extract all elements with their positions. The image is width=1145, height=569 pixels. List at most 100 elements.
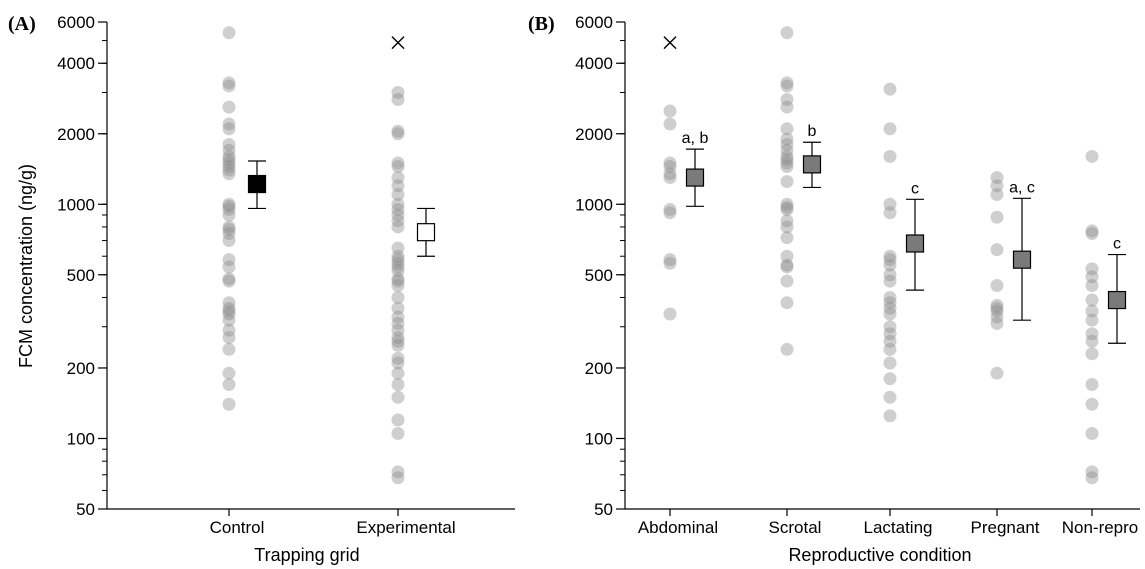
data-point — [663, 253, 677, 267]
data-point — [391, 197, 405, 211]
y-tick-label: 500 — [585, 266, 613, 285]
data-point — [780, 202, 794, 216]
data-point — [990, 210, 1004, 224]
data-point — [391, 274, 405, 288]
data-point — [780, 100, 794, 114]
panel-b-plot-area: 50 100 200 500 1000 2000 4000 6000 Abdominal a, b… — [575, 13, 1140, 537]
data-point — [883, 149, 897, 163]
data-point — [780, 175, 794, 189]
data-point — [222, 156, 236, 170]
data-point — [663, 307, 677, 321]
y-tick-label: 4000 — [57, 54, 95, 73]
data-point — [990, 366, 1004, 380]
data-point — [222, 167, 236, 181]
data-point — [883, 258, 897, 272]
data-point — [391, 471, 405, 485]
data-point — [883, 296, 897, 310]
y-tick-label: 6000 — [575, 13, 613, 32]
data-point — [883, 307, 897, 321]
data-point — [222, 323, 236, 337]
data-point — [222, 313, 236, 327]
y-tick-label: 4000 — [575, 54, 613, 73]
data-point — [780, 197, 794, 211]
data-point — [391, 256, 405, 270]
data-point — [391, 214, 405, 228]
y-tick-label: 1000 — [575, 195, 613, 214]
data-point — [222, 366, 236, 380]
data-point — [222, 149, 236, 163]
data-point — [1085, 327, 1099, 341]
data-point — [780, 296, 794, 310]
mean-marker — [416, 223, 436, 242]
data-point — [780, 342, 794, 356]
data-point — [222, 253, 236, 267]
data-point — [222, 159, 236, 173]
data-point — [391, 264, 405, 278]
data-point — [780, 214, 794, 228]
x-tick-label: Scrotal — [769, 518, 822, 537]
data-point — [883, 122, 897, 136]
data-point — [883, 197, 897, 211]
data-point — [1085, 149, 1099, 163]
data-point — [780, 200, 794, 214]
data-point — [1085, 278, 1099, 292]
data-point — [222, 79, 236, 93]
data-point — [883, 249, 897, 263]
x-tick-label: Pregnant — [971, 518, 1040, 537]
data-point — [222, 307, 236, 321]
data-point — [663, 159, 677, 173]
data-point — [222, 397, 236, 411]
y-tick-label: 50 — [76, 500, 95, 519]
data-point — [1085, 262, 1099, 276]
data-point — [222, 272, 236, 286]
data-point — [391, 127, 405, 141]
data-point — [391, 413, 405, 427]
data-point — [222, 274, 236, 288]
data-point — [883, 334, 897, 348]
data-point — [780, 76, 794, 90]
data-point — [391, 171, 405, 185]
data-point — [391, 159, 405, 173]
mean-marker — [1012, 250, 1032, 269]
data-point — [990, 243, 1004, 257]
outlier-stroke — [391, 36, 405, 50]
data-point — [663, 117, 677, 131]
outlier-marker — [391, 36, 405, 50]
data-point — [391, 334, 405, 348]
data-point — [391, 310, 405, 324]
panel-a-x-axis-title: Trapping grid — [254, 545, 359, 565]
data-point — [222, 227, 236, 241]
data-point — [391, 356, 405, 370]
data-point — [391, 338, 405, 352]
data-point — [391, 188, 405, 202]
y-tick-label: 200 — [67, 359, 95, 378]
y-tick-label: 2000 — [575, 125, 613, 144]
data-point — [222, 76, 236, 90]
y-tick-label: 100 — [585, 429, 613, 448]
data-point — [780, 26, 794, 40]
data-point — [780, 249, 794, 263]
data-point — [883, 82, 897, 96]
data-point — [391, 323, 405, 337]
y-tick-label: 2000 — [57, 125, 95, 144]
data-point — [990, 179, 1004, 193]
data-point — [883, 268, 897, 282]
data-point — [1085, 471, 1099, 485]
data-point — [222, 342, 236, 356]
data-point — [883, 342, 897, 356]
data-point — [780, 143, 794, 157]
data-point — [990, 171, 1004, 185]
data-point — [391, 351, 405, 365]
data-point — [1085, 313, 1099, 327]
mean-marker — [1107, 290, 1127, 310]
data-point — [780, 260, 794, 274]
data-point — [883, 390, 897, 404]
data-point — [391, 260, 405, 274]
data-point — [990, 301, 1004, 315]
data-point — [780, 258, 794, 272]
data-point — [391, 241, 405, 255]
data-point — [222, 26, 236, 40]
data-point — [391, 290, 405, 304]
data-point — [990, 188, 1004, 202]
